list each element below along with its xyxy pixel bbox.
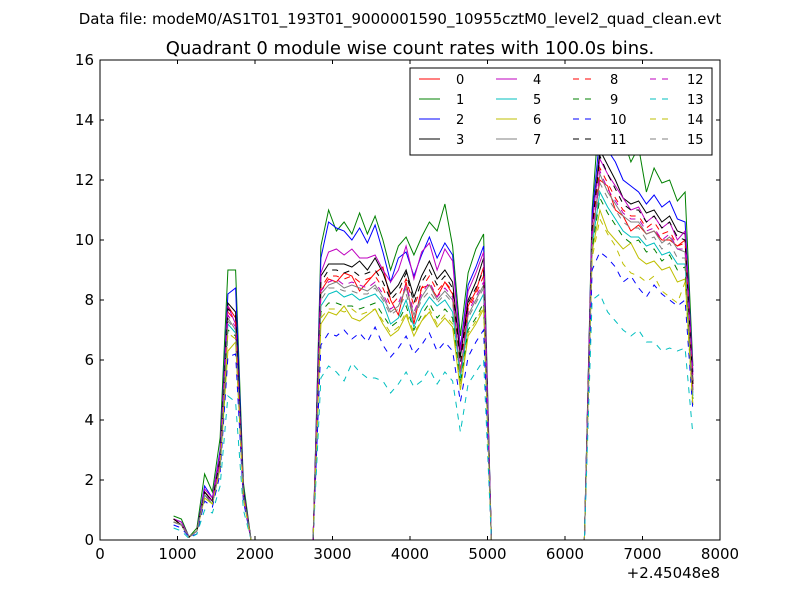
y-tick-label: 16: [75, 51, 94, 69]
series-line-15: [173, 181, 694, 540]
figure-suptitle: Data file: modeM0/AS1T01_193T01_90000015…: [79, 10, 722, 29]
legend-label-1: 1: [456, 93, 464, 108]
legend-label-15: 15: [687, 133, 704, 148]
x-tick-label: 2000: [236, 545, 274, 563]
y-tick-label: 4: [84, 411, 94, 429]
legend-label-6: 6: [533, 113, 541, 128]
legend-label-10: 10: [610, 113, 627, 128]
legend-label-0: 0: [456, 73, 464, 88]
y-tick-label: 8: [84, 291, 94, 309]
y-tick-label: 10: [75, 231, 94, 249]
legend-label-8: 8: [610, 73, 618, 88]
legend-label-2: 2: [456, 113, 464, 128]
x-tick-label: 4000: [391, 545, 429, 563]
series-line-6: [173, 208, 694, 540]
chart-title: Quadrant 0 module wise count rates with …: [166, 38, 655, 59]
legend-label-11: 11: [610, 133, 627, 148]
axis-ticks: 0 1000 2000 3000 4000 5000 6000 7000 80000246810…: [75, 51, 739, 563]
series-line-10: [173, 251, 694, 540]
series-line-4: [173, 157, 694, 540]
x-tick-label: 5000: [468, 545, 506, 563]
legend-box: [409, 67, 713, 156]
series-line-12: [173, 169, 694, 540]
y-tick-label: 6: [84, 351, 94, 369]
series-layer: [173, 100, 694, 540]
x-tick-label: 6000: [546, 545, 584, 563]
x-tick-label: 0: [95, 545, 105, 563]
x-tick-label: 1000: [158, 545, 196, 563]
series-line-8: [173, 166, 694, 540]
legend-label-7: 7: [533, 133, 541, 148]
legend-label-12: 12: [687, 73, 704, 88]
series-line-13: [173, 293, 694, 540]
x-offset-label: +2.45048e8: [627, 564, 720, 582]
legend-label-5: 5: [533, 93, 541, 108]
series-line-0: [173, 179, 694, 540]
legend-label-13: 13: [687, 93, 704, 108]
series-line-7: [173, 172, 694, 540]
legend-label-14: 14: [687, 113, 704, 128]
legend-label-4: 4: [533, 73, 541, 88]
x-tick-label: 8000: [701, 545, 739, 563]
x-tick-label: 3000: [313, 545, 351, 563]
series-line-3: [173, 148, 694, 540]
legend-label-3: 3: [456, 133, 464, 148]
x-tick-label: 7000: [623, 545, 661, 563]
series-line-5: [173, 190, 694, 540]
legend-label-9: 9: [610, 93, 618, 108]
y-tick-label: 12: [75, 171, 94, 189]
y-tick-label: 14: [75, 111, 94, 129]
series-line-9: [173, 196, 694, 540]
y-tick-label: 0: [84, 531, 94, 549]
y-tick-label: 2: [84, 471, 94, 489]
series-line-14: [173, 217, 694, 540]
